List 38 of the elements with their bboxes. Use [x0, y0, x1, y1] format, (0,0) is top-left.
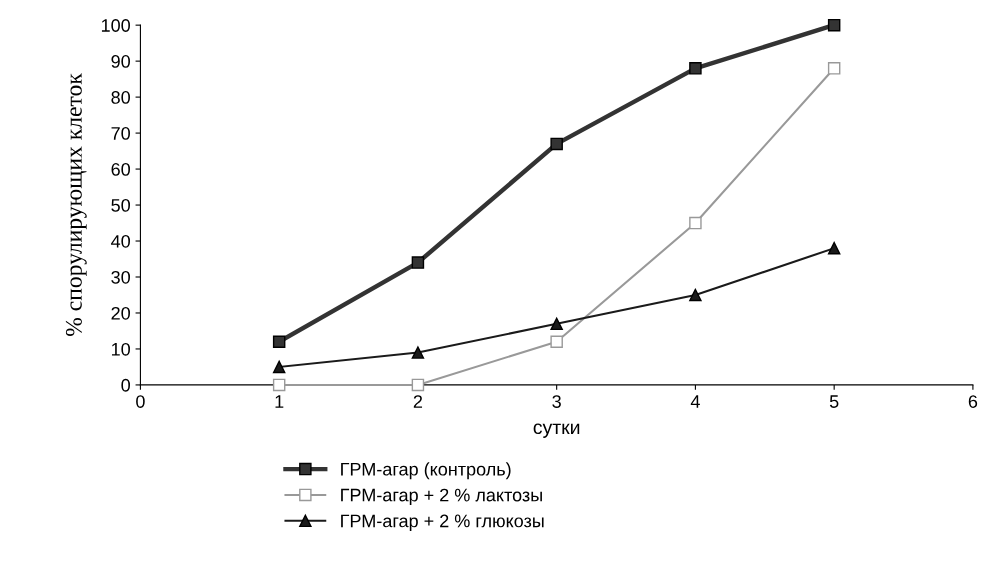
y-tick-label: 40 — [111, 234, 130, 248]
y-tick-label: 0 — [121, 378, 130, 392]
point — [411, 378, 425, 392]
point — [827, 18, 841, 32]
point — [272, 360, 286, 374]
y-tick-label: 70 — [111, 127, 130, 140]
point — [550, 137, 563, 151]
x-tick-label: 5 — [829, 395, 839, 408]
point — [827, 62, 841, 75]
point — [689, 288, 702, 302]
y-tick-label: 30 — [111, 270, 130, 284]
y-tick-label: 100 — [101, 19, 130, 32]
x-tick-label: 2 — [413, 395, 423, 408]
legend-label: ГРМ-агар + 2 % лактозы — [341, 488, 542, 506]
point — [272, 335, 286, 349]
y-tick-label: 80 — [111, 91, 130, 104]
x-tick-label: 3 — [552, 395, 561, 408]
point — [689, 62, 702, 75]
y-tick-label: 10 — [111, 342, 130, 356]
point — [411, 346, 425, 359]
x-tick-label: 6 — [968, 395, 978, 408]
y-tick-label: 50 — [111, 198, 130, 212]
point — [272, 378, 286, 392]
y-tick-label: 20 — [111, 306, 130, 320]
y-tick-label: 60 — [111, 163, 130, 176]
point — [411, 256, 425, 269]
x-tick-label: 1 — [275, 395, 284, 408]
x-tick-label: 4 — [690, 395, 700, 408]
y-tick-label: 90 — [111, 55, 130, 68]
point — [827, 241, 841, 255]
point — [550, 335, 563, 349]
x-axis-title: сутки — [533, 423, 580, 438]
point — [689, 216, 702, 230]
legend-label: ГРМ-агар + 2 % глюкозы — [341, 514, 544, 531]
x-tick-label: 0 — [136, 395, 145, 408]
y-axis-title: % спорулирующих клеток — [65, 73, 87, 337]
legend-label: ГРМ-агар (контроль) — [341, 462, 511, 480]
point — [550, 317, 563, 331]
